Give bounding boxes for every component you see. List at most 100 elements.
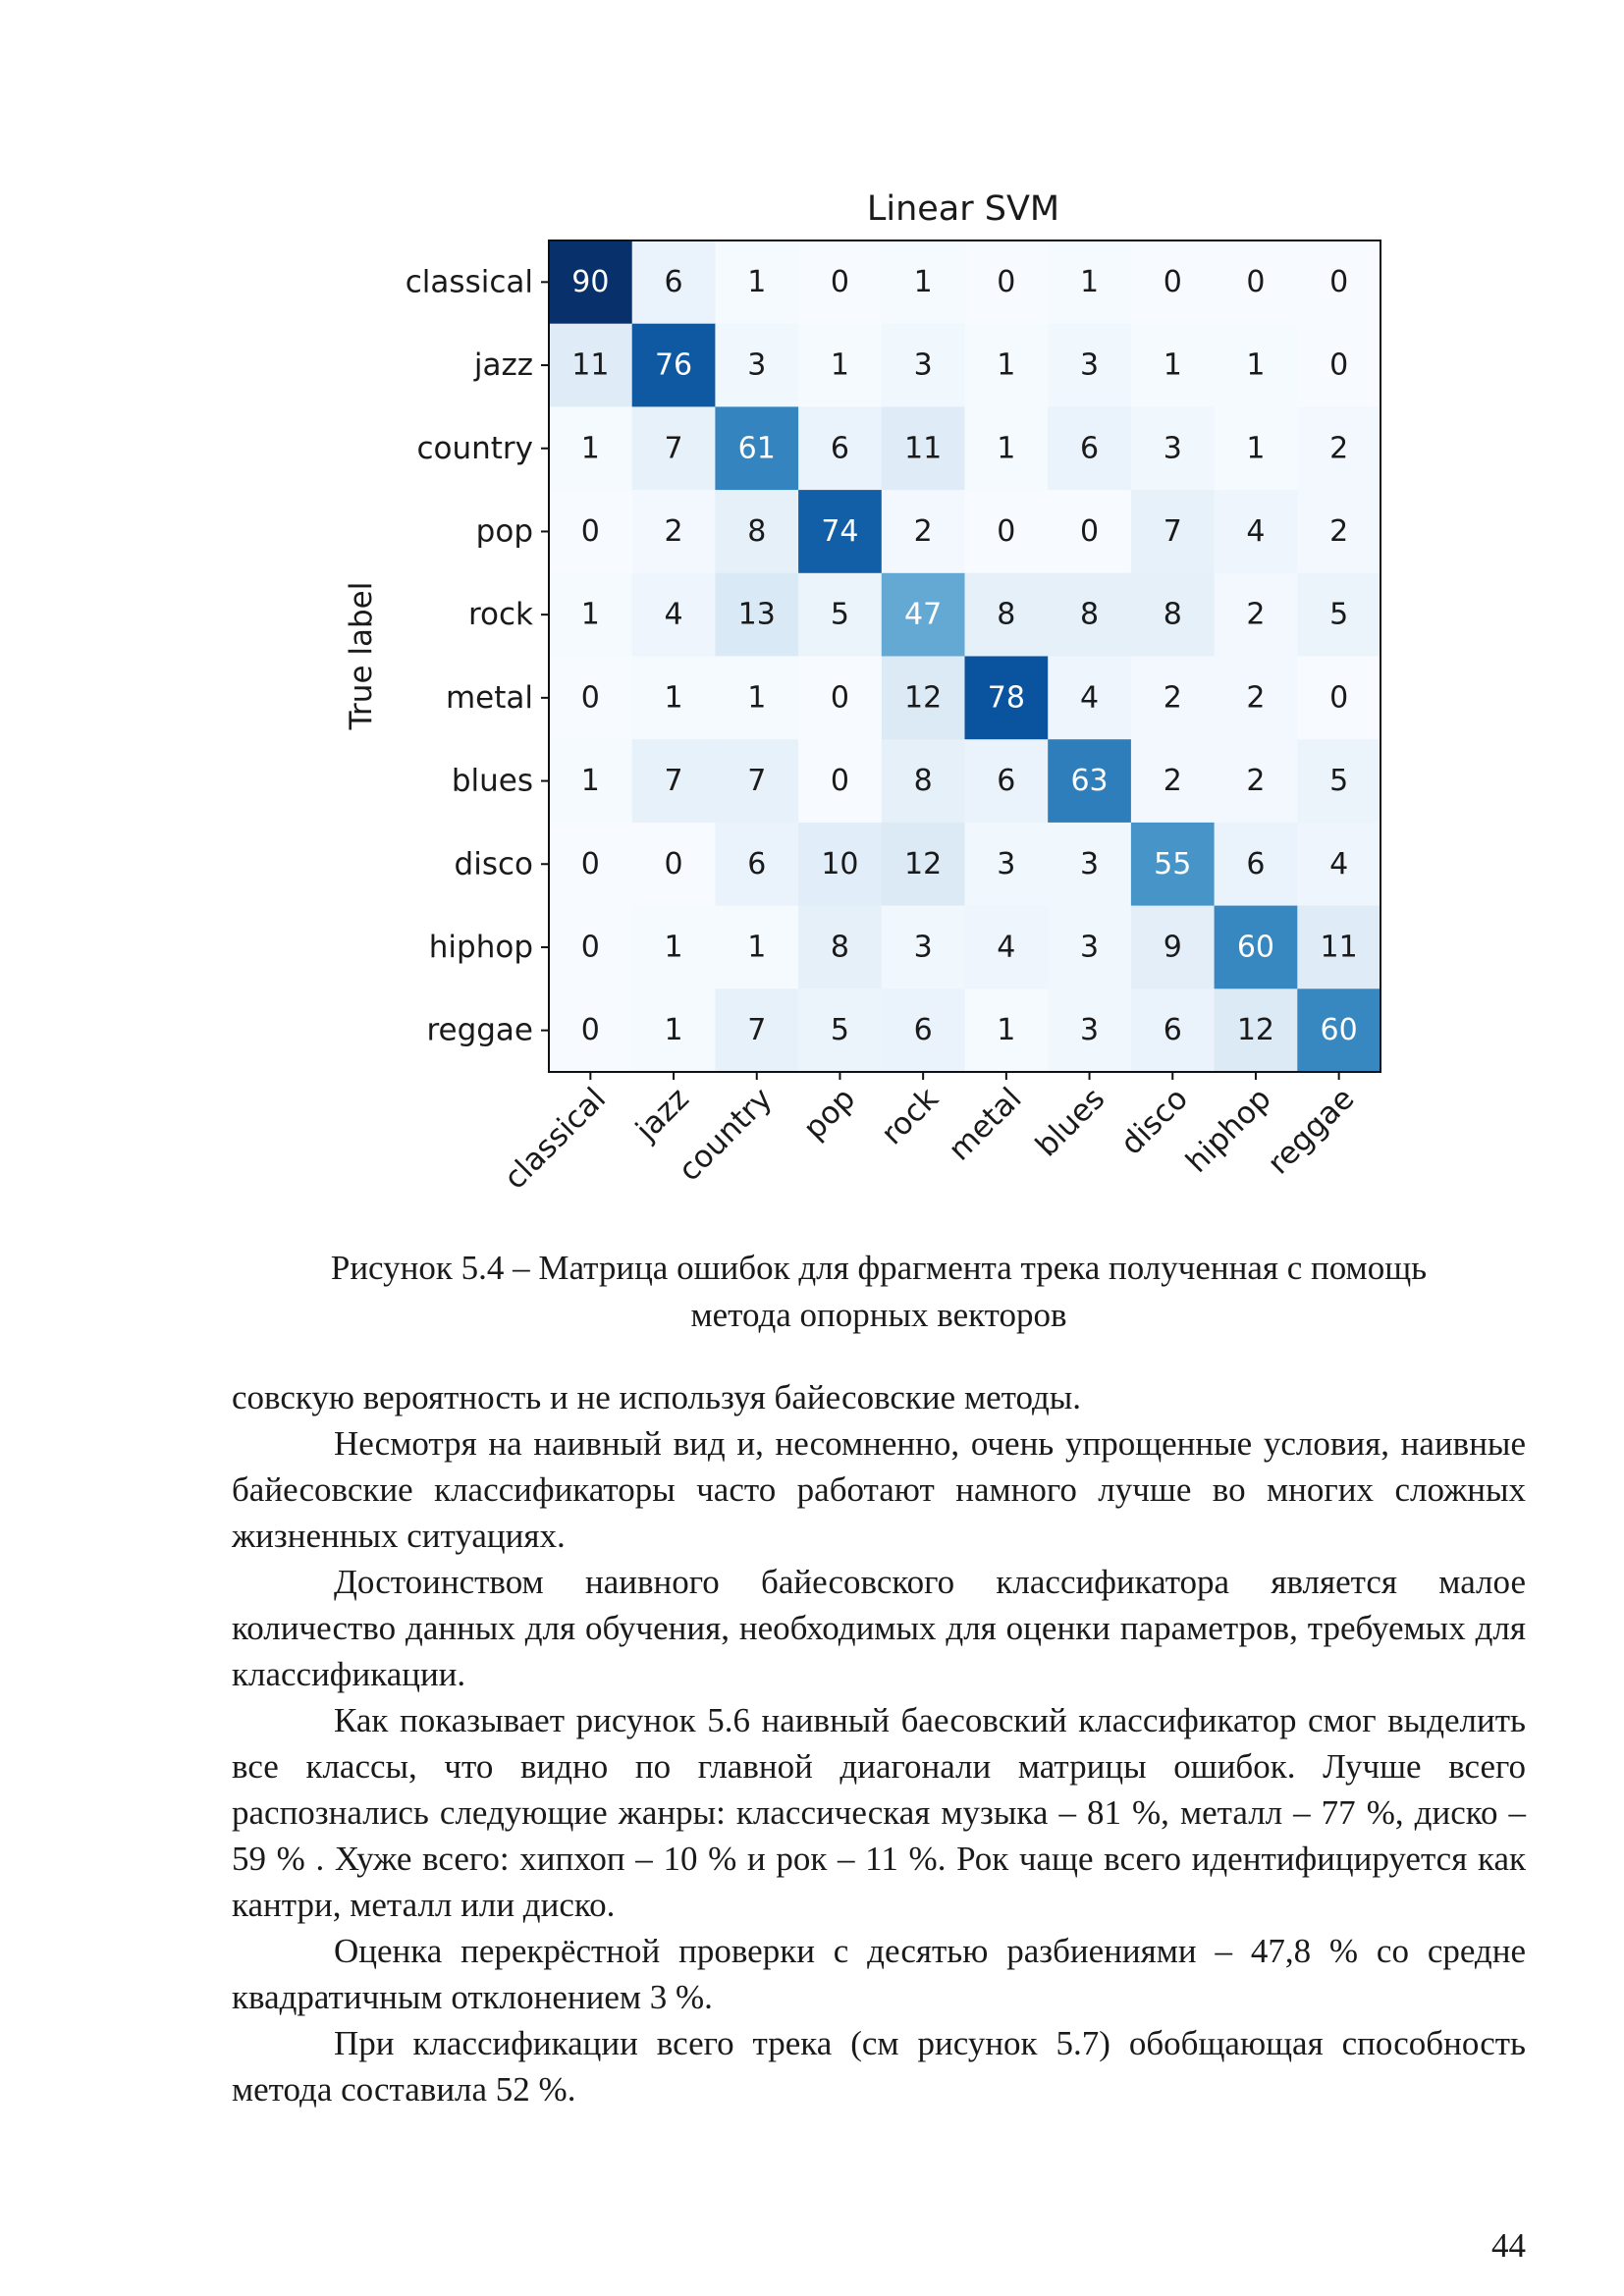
matrix-cell (1297, 572, 1381, 657)
matrix-cell (715, 490, 799, 574)
matrix-cell (798, 490, 883, 574)
matrix-cell (1048, 905, 1132, 989)
matrix-cell (631, 822, 716, 907)
matrix-cell (1214, 406, 1298, 491)
cell-value-label: 3 (997, 847, 1015, 881)
cell-value-label: 76 (655, 348, 692, 383)
cell-value-label: 6 (1080, 431, 1099, 465)
y-tick-label: pop (476, 513, 533, 549)
x-tick-label: country (672, 1081, 779, 1188)
matrix-cell (549, 572, 633, 657)
matrix-cell (549, 656, 633, 740)
cell-value-label: 1 (581, 764, 600, 798)
matrix-cell (631, 739, 716, 824)
cell-value-label: 4 (665, 598, 683, 632)
cell-value-label: 6 (831, 431, 849, 465)
x-tick-label: blues (1029, 1081, 1111, 1163)
paragraph: Достоинством наивного байесовского класс… (232, 1563, 1526, 1693)
cell-value-label: 2 (1329, 514, 1348, 549)
matrix-cell (881, 406, 965, 491)
cell-value-label: 1 (997, 431, 1015, 465)
cell-value-label: 0 (1080, 514, 1099, 549)
cell-value-label: 2 (1246, 680, 1265, 715)
x-tick-label: disco (1114, 1081, 1195, 1161)
cell-value-label: 6 (997, 764, 1015, 798)
cell-value-label: 2 (665, 514, 683, 549)
cell-value-label: 4 (997, 930, 1015, 964)
cell-value-label: 11 (1321, 930, 1358, 964)
matrix-cell (715, 323, 799, 407)
cell-value-label: 1 (581, 431, 600, 465)
matrix-cell (881, 988, 965, 1073)
y-tick-label: metal (446, 680, 533, 716)
cell-value-label: 6 (1246, 847, 1265, 881)
cell-value-label: 5 (1329, 598, 1348, 632)
matrix-cell (1297, 323, 1381, 407)
matrix-cell (1130, 240, 1216, 325)
cell-value-label: 2 (1164, 680, 1182, 715)
matrix-cell (1048, 656, 1132, 740)
cell-value-label: 11 (571, 348, 609, 383)
cell-value-label: 1 (1246, 431, 1265, 465)
matrix-cell (1297, 822, 1381, 907)
cell-value-label: 0 (997, 514, 1015, 549)
x-tick-label: metal (942, 1081, 1028, 1167)
matrix-cell (1130, 656, 1216, 740)
matrix-cell (964, 988, 1049, 1073)
matrix-cell (1297, 739, 1381, 824)
matrix-cell (964, 822, 1049, 907)
cell-value-label: 60 (1237, 930, 1274, 964)
cell-value-label: 1 (665, 930, 683, 964)
cell-value-label: 1 (914, 265, 933, 299)
matrix-cell (798, 323, 883, 407)
cell-value-label: 3 (1080, 1013, 1099, 1047)
cell-value-label: 8 (747, 514, 766, 549)
cell-value-label: 0 (581, 680, 600, 715)
matrix-cell (631, 240, 716, 325)
matrix-cell (715, 406, 799, 491)
matrix-cell (1130, 323, 1216, 407)
caption-line-2: метода опорных векторов (690, 1296, 1067, 1334)
cell-value-label: 6 (665, 265, 683, 299)
matrix-cell (1297, 490, 1381, 574)
matrix-cell (631, 323, 716, 407)
cell-value-label: 3 (1080, 348, 1099, 383)
matrix-cell (964, 323, 1049, 407)
matrix-cell (1130, 572, 1216, 657)
cell-value-label: 0 (1329, 680, 1348, 715)
matrix-cell (1130, 739, 1216, 824)
matrix-cell (631, 905, 716, 989)
matrix-cell (1214, 822, 1298, 907)
y-tick-label: rock (468, 597, 533, 632)
matrix-cell (549, 905, 633, 989)
cell-value-label: 5 (831, 598, 849, 632)
y-tick-label: reggae (426, 1013, 533, 1048)
cell-value-label: 7 (1164, 514, 1182, 549)
figure-caption: Рисунок 5.4 – Матрица ошибок для фрагмен… (232, 1245, 1526, 1339)
paragraph: Как показывает рисунок 5.6 наивный баесо… (232, 1701, 1526, 1924)
cell-value-label: 3 (1080, 930, 1099, 964)
matrix-cell (715, 905, 799, 989)
matrix-cell (1130, 905, 1216, 989)
matrix-cell (881, 240, 965, 325)
cell-value-label: 0 (831, 764, 849, 798)
x-tick-label: pop (796, 1081, 862, 1147)
cell-value-label: 0 (581, 847, 600, 881)
cell-value-label: 1 (997, 1013, 1015, 1047)
matrix-cell (715, 656, 799, 740)
cell-value-label: 0 (1329, 348, 1348, 383)
matrix-cell (798, 905, 883, 989)
matrix-cell (715, 822, 799, 907)
cell-value-label: 4 (1080, 680, 1099, 715)
confusion-matrix-chart: Linear SVM 90 6 1 0 1 0 1 0 0 011 76 3 1 3 1 3 1 1 01 7 61 6 1… (344, 189, 1381, 1197)
paragraph: Оценка перекрёстной проверки с десятью р… (232, 1932, 1526, 2016)
matrix-cell (549, 490, 633, 574)
cell-value-label: 60 (1321, 1013, 1358, 1047)
cell-value-label: 9 (1164, 930, 1182, 964)
matrix-cell (881, 905, 965, 989)
cell-value-label: 8 (997, 598, 1015, 632)
x-tick-label: classical (498, 1081, 614, 1197)
matrix-cell (798, 240, 883, 325)
plot-frame (548, 240, 1381, 1073)
cell-value-label: 1 (747, 930, 766, 964)
